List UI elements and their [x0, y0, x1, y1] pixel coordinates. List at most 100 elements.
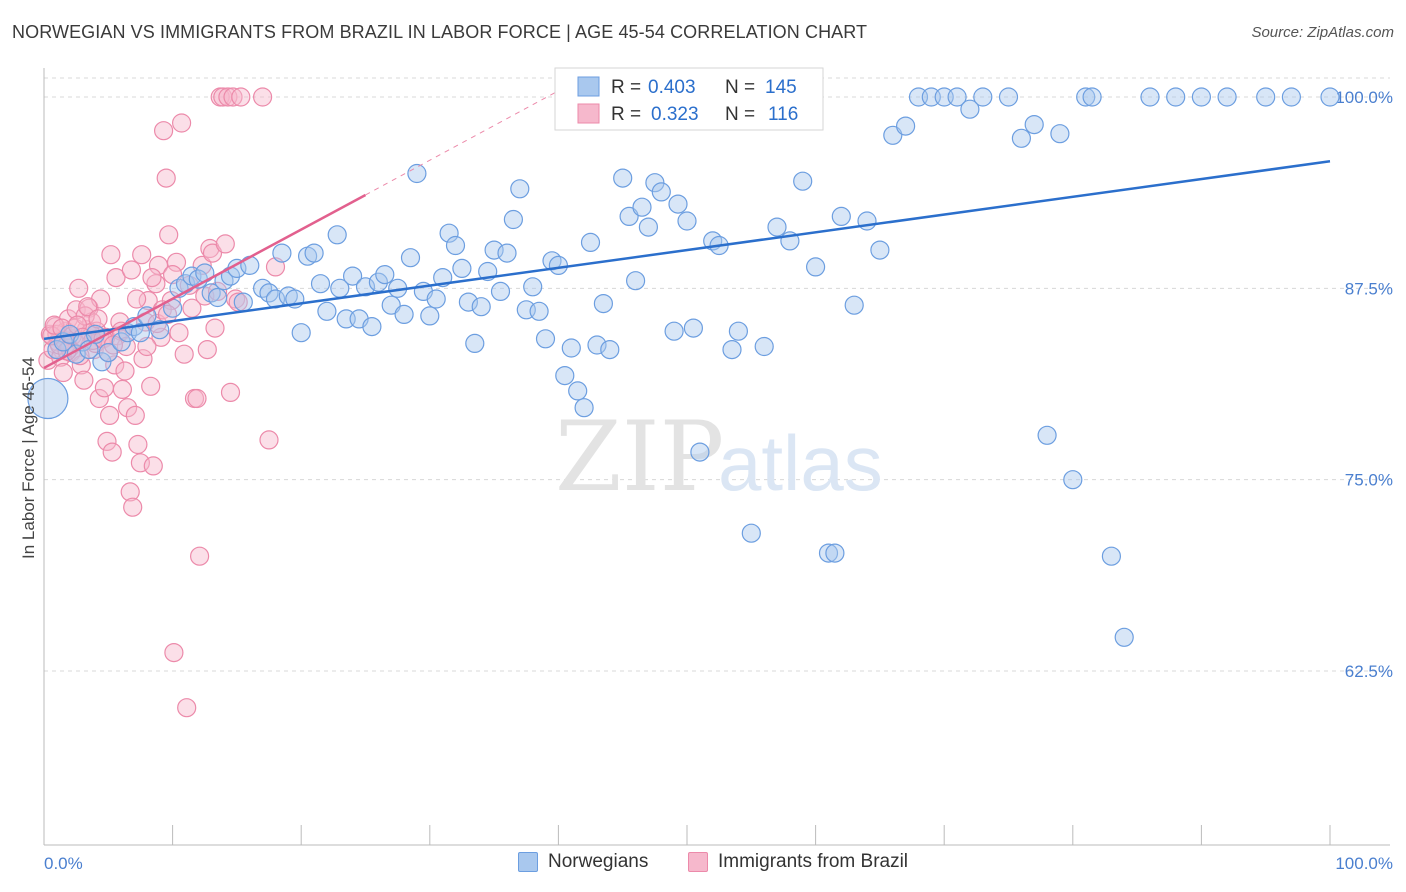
scatter-point	[587, 335, 607, 355]
scatter-point	[825, 543, 845, 563]
scatter-point	[133, 349, 153, 369]
scatter-point	[754, 336, 774, 357]
scatter-point	[121, 260, 141, 280]
scatter-point	[1050, 124, 1070, 144]
scatter-point	[1114, 627, 1134, 647]
scatter-point	[831, 206, 851, 226]
scatter-point	[458, 292, 478, 312]
trend-lines	[43, 90, 1331, 370]
legend-swatch-norwegians	[577, 76, 600, 97]
scatter-point	[844, 295, 864, 315]
scatter-point	[381, 295, 401, 315]
scatter-point	[638, 217, 659, 237]
scatter-point	[535, 329, 556, 349]
trend-line-norwegians	[43, 160, 1331, 341]
scatter-point	[327, 225, 347, 245]
y-tick-label: 75.0%	[1345, 471, 1393, 490]
scatter-point	[741, 523, 761, 543]
legend: R = 0.403 N = 145 R = 0.323 N = 116	[554, 67, 824, 131]
scatter-point	[1082, 87, 1102, 107]
scatter-point	[172, 113, 192, 133]
scatter-point	[580, 232, 601, 252]
scatter-point	[120, 482, 140, 502]
scatter-point	[304, 243, 324, 263]
scatter-point	[420, 306, 440, 326]
scatter-point	[668, 194, 688, 214]
scatter-point	[870, 240, 890, 260]
scatter-point	[154, 121, 174, 141]
scatter-point	[94, 378, 115, 398]
legend-r-value-norwegians: 0.403	[648, 77, 696, 98]
trend-line-brazil	[43, 193, 367, 370]
scatter-point	[272, 243, 292, 263]
scatter-point	[497, 243, 517, 263]
scatter-point	[523, 277, 543, 297]
scatter-point	[793, 171, 813, 191]
scatter-point	[101, 245, 121, 265]
axes: 62.5% 75.0% 87.5% 100.0% 0.0% 100.0%	[43, 68, 1393, 873]
scatter-point	[128, 434, 148, 455]
chart-title: NORWEGIAN VS IMMIGRANTS FROM BRAZIL IN L…	[12, 22, 868, 42]
scatter-point	[343, 266, 363, 286]
y-tick-label: 87.5%	[1345, 279, 1393, 298]
legend-n-label-norwegians: N =	[725, 77, 755, 98]
legend-r-label-norwegians: R =	[611, 77, 641, 98]
scatter-point	[233, 292, 253, 312]
scatter-point	[106, 268, 126, 288]
scatter-point	[74, 370, 94, 390]
scatter-point	[683, 318, 704, 338]
scatter-point	[548, 255, 569, 275]
scatter-point	[998, 87, 1019, 107]
scatter-point	[125, 405, 145, 425]
y-axis-title: In Labor Force | Age 45-54	[19, 357, 38, 559]
scatter-point	[973, 87, 993, 107]
scatter-point	[574, 398, 594, 418]
scatter-point	[187, 388, 207, 409]
scatter-point	[115, 361, 135, 381]
scatter-point	[1101, 546, 1122, 566]
scatter-point	[1217, 87, 1237, 107]
scatter-point	[164, 642, 184, 663]
scatter-point	[123, 497, 143, 517]
scatter-point	[407, 163, 427, 184]
legend-r-label-brazil: R =	[611, 104, 641, 125]
scatter-point	[722, 340, 742, 360]
scatter-point	[690, 442, 710, 462]
scatter-point	[632, 197, 652, 217]
scatter-point	[677, 211, 697, 231]
bottom-legend-brazil: Immigrants from Brazil	[688, 851, 908, 873]
scatter-point	[291, 323, 311, 343]
watermark-atlas: atlas	[718, 419, 883, 507]
scatter-point	[368, 272, 388, 292]
scatter-point	[205, 318, 225, 338]
scatter-point	[208, 281, 228, 301]
source-label: Source: ZipAtlas.com	[1251, 24, 1394, 41]
scatter-point	[1024, 114, 1044, 135]
scatter-point	[1063, 470, 1083, 490]
scatter-point	[310, 274, 331, 294]
scatter-point	[503, 209, 524, 230]
scatter-point	[89, 388, 109, 409]
scatter-point	[208, 287, 228, 308]
scatter-point	[220, 382, 241, 402]
legend-n-value-brazil: 116	[768, 104, 798, 125]
scatter-point	[69, 278, 89, 298]
x-tick-label-min: 0.0%	[44, 854, 83, 873]
scatter-point	[445, 235, 466, 256]
scatter-point	[174, 344, 194, 364]
scatter-point	[960, 99, 980, 119]
scatter-point	[818, 543, 839, 563]
scatter-point	[98, 343, 118, 363]
scatter-point	[651, 182, 671, 202]
scatter-point	[88, 309, 108, 329]
scatter-point	[561, 338, 581, 358]
scatter-point	[1281, 87, 1302, 107]
scatter-point	[613, 168, 633, 188]
scatter-point	[1320, 87, 1340, 107]
legend-r-value-brazil: 0.323	[651, 104, 699, 125]
scatter-point	[471, 297, 491, 317]
scatter-point	[510, 179, 530, 199]
scatter-point	[27, 377, 69, 420]
scatter-point	[728, 321, 749, 341]
scatter-point	[947, 87, 967, 107]
